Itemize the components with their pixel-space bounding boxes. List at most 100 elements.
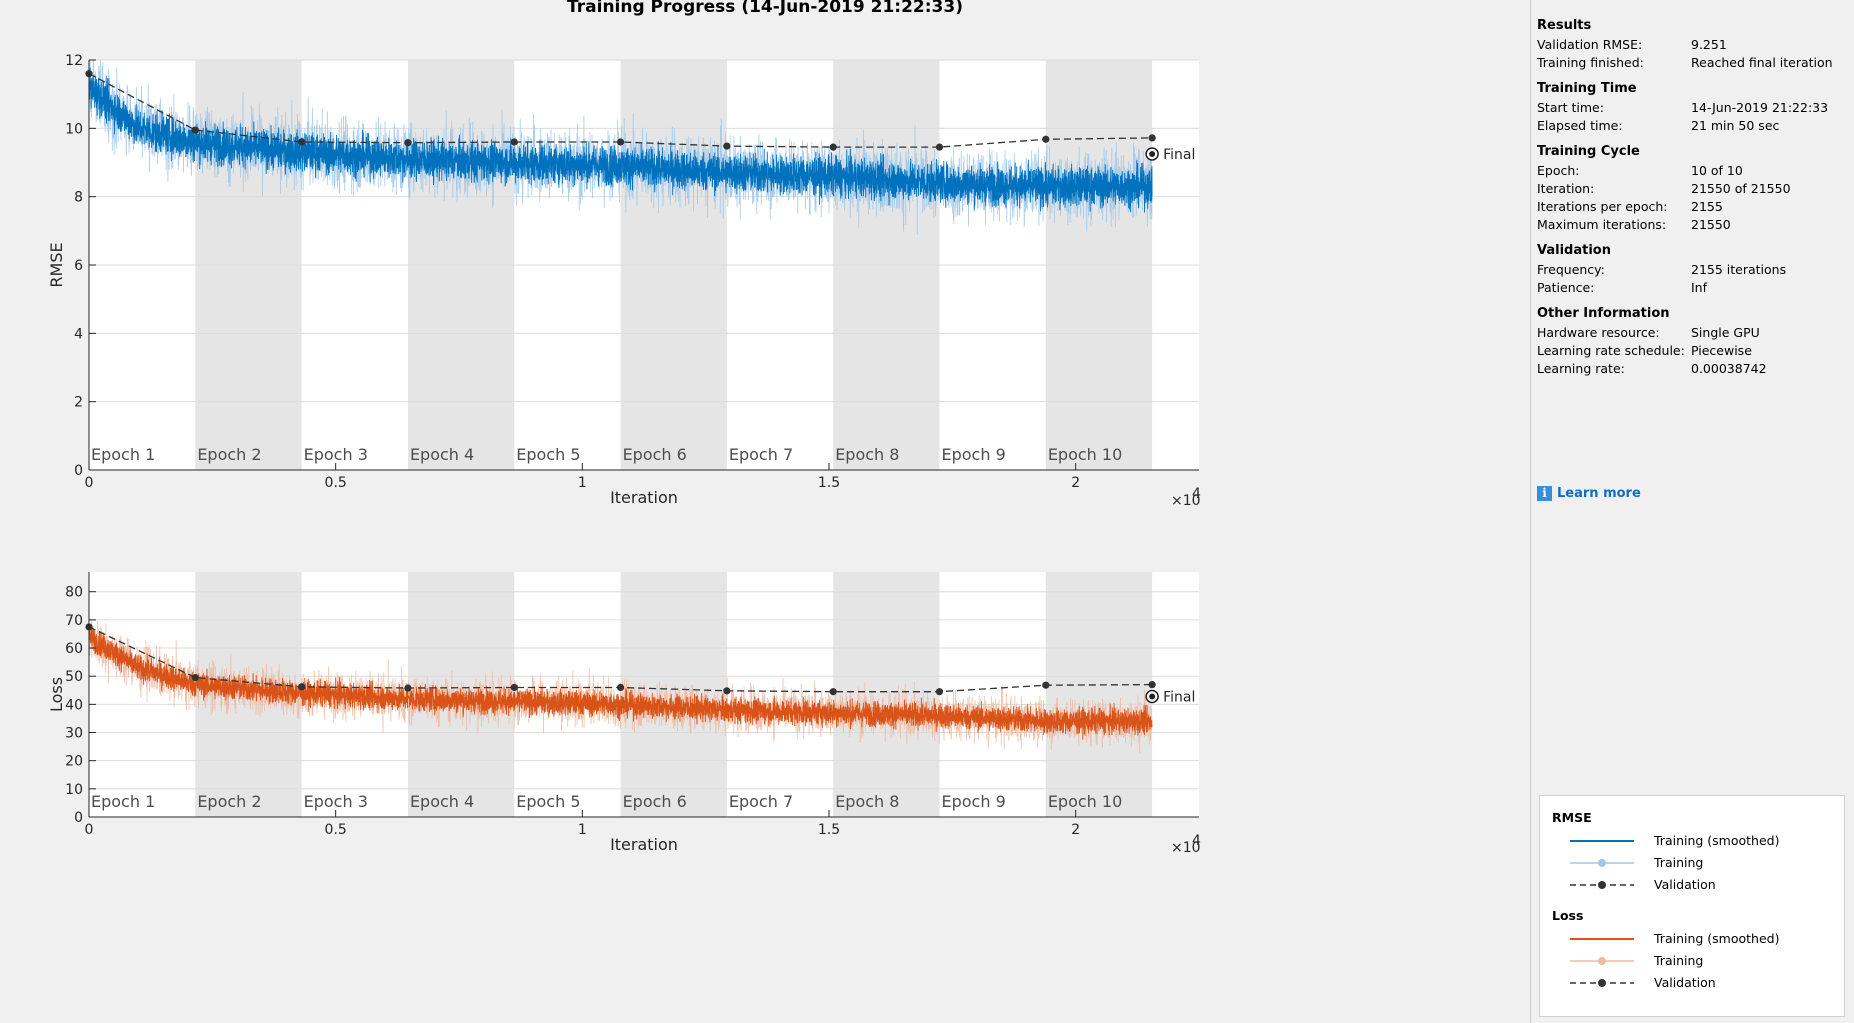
epoch-label: Epoch 5 — [516, 445, 580, 464]
x-axis-label: Iteration — [610, 488, 678, 507]
info-value: 21 min 50 sec — [1691, 118, 1780, 133]
legend-swatch — [1570, 957, 1634, 965]
charts-svg: Final Epoch 1 Epoch 2 Epoch 3 Epoch 4 Epoch 5… — [47, 53, 1201, 856]
loss-chart: Final Epoch 1 Epoch 2 Epoch 3 Epoch 4 Epoch 5… — [47, 572, 1201, 856]
info-value: Single GPU — [1691, 325, 1760, 340]
y-tick-label: 70 — [65, 613, 83, 629]
info-value: 21550 — [1691, 217, 1731, 232]
y-tick-label: 30 — [65, 726, 83, 742]
epoch-label: Epoch 8 — [835, 445, 899, 464]
rmse-chart: Final Epoch 1 Epoch 2 Epoch 3 Epoch 4 Epoch 5… — [47, 53, 1201, 509]
legend-entry: Validation — [1570, 876, 1840, 894]
validation-point — [1148, 681, 1156, 689]
epoch-label: Epoch 2 — [197, 792, 261, 811]
legend-entry: Training (smoothed) — [1570, 832, 1840, 850]
y-tick-label: 4 — [74, 326, 83, 342]
epoch-label: Epoch 2 — [197, 445, 261, 464]
info-key: Epoch: — [1537, 163, 1580, 178]
epoch-label: Epoch 6 — [623, 445, 687, 464]
x-exponent-label: ×10 — [1171, 840, 1201, 856]
legend-swatch — [1570, 938, 1634, 940]
info-value: 10 of 10 — [1691, 163, 1743, 178]
info-value: 9.251 — [1691, 37, 1727, 52]
y-tick-label: 0 — [74, 810, 83, 826]
epoch-label: Epoch 6 — [623, 792, 687, 811]
info-key: Frequency: — [1537, 262, 1605, 277]
y-tick-label: 0 — [74, 463, 83, 479]
legend-label: Training (smoothed) — [1654, 931, 1780, 946]
info-key: Hardware resource: — [1537, 325, 1660, 340]
validation-line — [88, 73, 1153, 148]
epoch-label: Epoch 5 — [516, 792, 580, 811]
validation-point — [935, 143, 944, 151]
info-value: 14-Jun-2019 21:22:33 — [1691, 100, 1829, 115]
epoch-label: Epoch 10 — [1048, 792, 1122, 811]
x-tick-label: 0 — [85, 822, 94, 838]
y-axis-label: RMSE — [47, 242, 66, 287]
epoch-shade — [1045, 572, 1153, 817]
epoch-label: Epoch 9 — [942, 792, 1006, 811]
side-panel: Results Validation RMSE: 9.251 Training fin… — [1530, 0, 1854, 1023]
info-value: 2155 iterations — [1691, 262, 1787, 277]
final-label: Final — [1163, 147, 1195, 163]
info-value: Inf — [1691, 280, 1708, 295]
legend-label: Validation — [1654, 975, 1716, 990]
epoch-label: Epoch 4 — [410, 445, 474, 464]
legend-group-title: Loss — [1552, 908, 1584, 923]
legend-entry: Validation — [1570, 974, 1840, 992]
info-key: Validation RMSE: — [1537, 37, 1643, 52]
section-title: Validation — [1537, 243, 1611, 258]
epoch-label: Epoch 1 — [91, 792, 155, 811]
x-tick-label: 0.5 — [325, 822, 347, 838]
info-key: Maximum iterations: — [1537, 217, 1667, 232]
validation-point — [510, 683, 518, 692]
epoch-label: Epoch 3 — [304, 445, 368, 464]
epoch-label: Epoch 7 — [729, 445, 793, 464]
info-key: Learning rate schedule: — [1537, 343, 1685, 358]
validation-point — [616, 683, 625, 692]
info-icon: i — [1537, 486, 1552, 501]
legend-entry: Training — [1570, 952, 1840, 970]
y-axis-label: Loss — [47, 677, 66, 712]
final-marker-dot — [1149, 150, 1156, 157]
learn-more-link[interactable]: i Learn more — [1537, 486, 1641, 501]
section-title: Training Time — [1537, 81, 1637, 96]
validation-point — [935, 688, 944, 696]
info-key: Elapsed time: — [1537, 118, 1623, 133]
section-title: Training Cycle — [1537, 144, 1640, 159]
info-key: Start time: — [1537, 100, 1604, 115]
info-value: 21550 of 21550 — [1691, 181, 1791, 196]
y-tick-label: 2 — [74, 395, 83, 411]
info-key: Training finished: — [1537, 55, 1644, 70]
info-key: Iteration: — [1537, 181, 1595, 196]
y-tick-label: 60 — [65, 641, 83, 657]
legend-entry: Training (smoothed) — [1570, 930, 1840, 948]
legend-entry: Training — [1570, 854, 1840, 872]
final-marker-dot — [1149, 693, 1156, 700]
validation-point — [404, 684, 412, 692]
y-tick-label: 50 — [65, 669, 83, 685]
x-tick-label: 1 — [578, 822, 587, 838]
section-title: Results — [1537, 18, 1592, 33]
epoch-label: Epoch 8 — [835, 792, 899, 811]
validation-point — [1042, 681, 1050, 689]
x-tick-label: 1.5 — [818, 822, 840, 838]
epoch-label: Epoch 9 — [942, 445, 1006, 464]
plot-title: Training Progress (14-Jun-2019 21:22:33) — [567, 0, 963, 17]
validation-point — [298, 138, 306, 146]
legend-label: Training — [1654, 855, 1704, 870]
validation-point — [1042, 135, 1050, 143]
y-tick-label: 40 — [65, 697, 83, 713]
validation-point — [616, 138, 625, 146]
legend-label: Training — [1654, 953, 1704, 968]
x-tick-label: 1.5 — [818, 475, 840, 491]
epoch-shade — [620, 572, 727, 817]
validation-point — [510, 138, 518, 146]
x-tick-label: 2 — [1071, 475, 1080, 491]
legend-box: RMSE Training (smoothed) Training Validatio… — [1539, 795, 1845, 1017]
info-key: Patience: — [1537, 280, 1595, 295]
epoch-label: Epoch 1 — [91, 445, 155, 464]
y-tick-label: 8 — [74, 190, 83, 206]
validation-point — [191, 674, 199, 682]
learn-more-label[interactable]: Learn more — [1557, 486, 1641, 501]
